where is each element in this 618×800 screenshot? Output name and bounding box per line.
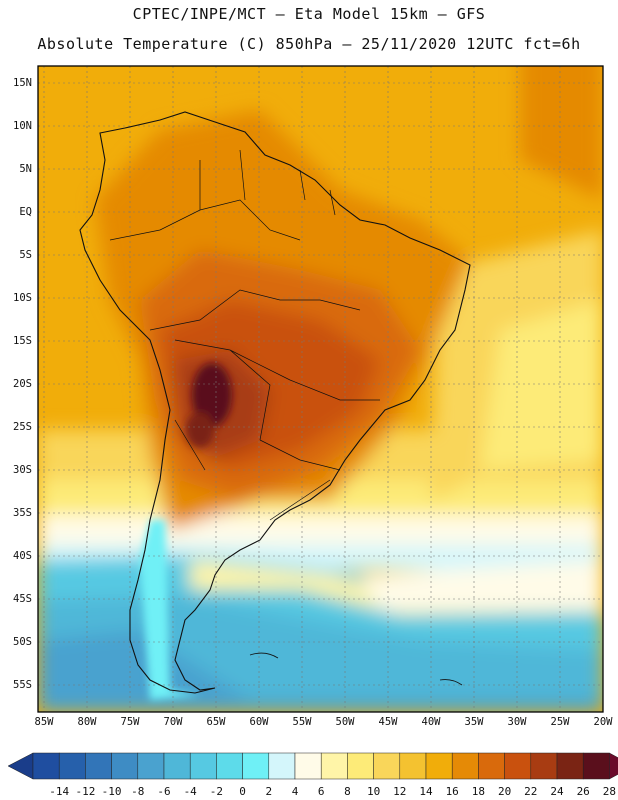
colorbar-swatch [58,752,86,780]
lat-label: 35S [13,507,32,519]
lon-label: 20W [593,716,613,728]
lat-label: 10S [13,292,32,304]
colorbar-tick-label: -2 [209,785,224,798]
colorbar-swatch [163,752,191,780]
colorbar-swatch [242,752,270,780]
colorbar-tick-label: 12 [393,785,407,798]
colorbar-tick-label: 10 [366,785,381,798]
colorbar-swatch [504,752,532,780]
colorbar-tick-label: -12 [75,785,96,798]
colorbar-tick-label: 8 [344,785,351,798]
lat-label: 25S [13,421,32,433]
coastline [79,111,471,694]
lon-label: 50W [335,716,355,728]
colorbar-tick-label: -10 [101,785,122,798]
lat-label: 20S [13,378,32,390]
colorbar-tick-label: 2 [265,785,273,798]
colorbar-swatch [111,752,139,780]
colorbar-tick-label: 18 [471,785,486,798]
colorbar-swatch [530,752,558,780]
colorbar-swatch [373,752,401,780]
colorbar-over-arrow [609,752,618,780]
lon-label: 55W [292,716,312,728]
country-borders [109,149,380,521]
lat-lon-grid [38,66,603,712]
colorbar-tick-label: -6 [157,785,171,798]
colorbar-swatch [294,752,322,780]
lat-label: 5N [19,163,32,175]
lon-label: 35W [464,716,484,728]
lon-label: 30W [507,716,527,728]
lon-label: 70W [163,716,183,728]
colorbar-swatch [32,752,60,780]
map-title-line2: Absolute Temperature (C) 850hPa – 25/11/… [37,35,581,53]
colorbar-tick-label: 26 [576,785,590,798]
lon-label: 85W [34,716,54,728]
colorbar-tick-label: 20 [497,785,512,798]
lat-label: 45S [13,593,32,605]
colorbar-tick-label: 0 [239,785,246,798]
lon-label: 65W [206,716,226,728]
lon-label: 45W [378,716,398,728]
colorbar-tick-label: -8 [131,785,145,798]
colorbar-swatch [137,752,165,780]
lon-label: 40W [421,716,441,728]
lat-label: 10N [13,120,32,132]
lat-label: 30S [13,464,32,476]
colorbar-swatch [347,752,374,780]
colorbar-tick-label: -14 [49,785,70,798]
colorbar-swatch [320,752,348,780]
colorbar-tick-label: 6 [317,785,325,798]
lat-label: 55S [13,679,32,691]
colorbar-tick-label: -4 [183,785,197,798]
lon-label: 25W [550,716,570,728]
colorbar-swatch [582,752,610,780]
lat-label: 40S [13,550,32,562]
lat-label: 50S [13,636,32,648]
colorbar-swatch [556,752,584,780]
lat-label: 5S [19,249,32,261]
lat-label: EQ [19,206,32,218]
temperature-field [38,66,603,712]
colorbar-under-arrow [7,752,34,780]
colorbar-tick-label: 4 [291,785,299,798]
colorbar-tick-label: 24 [550,785,564,798]
lon-label: 80W [77,716,97,728]
colorbar-swatch [85,752,112,780]
lon-label: 60W [249,716,269,728]
map-title-line1: CPTEC/INPE/MCT – Eta Model 15km – GFS [132,5,486,23]
colorbar-swatch [268,752,296,780]
lon-label: 75W [120,716,140,728]
lat-label: 15N [13,77,32,89]
lat-label: 15S [13,335,32,347]
colorbar [7,752,618,780]
colorbar-tick-label: 14 [419,785,433,798]
colorbar-swatch [478,752,505,780]
colorbar-tick-label: 28 [602,785,617,798]
colorbar-swatch [216,752,243,780]
colorbar-tick-label: 16 [445,785,459,798]
colorbar-swatch [425,752,453,780]
colorbar-tick-label: 22 [524,785,538,798]
colorbar-swatch [399,752,427,780]
colorbar-swatch [189,752,217,780]
colorbar-swatch [451,752,479,780]
